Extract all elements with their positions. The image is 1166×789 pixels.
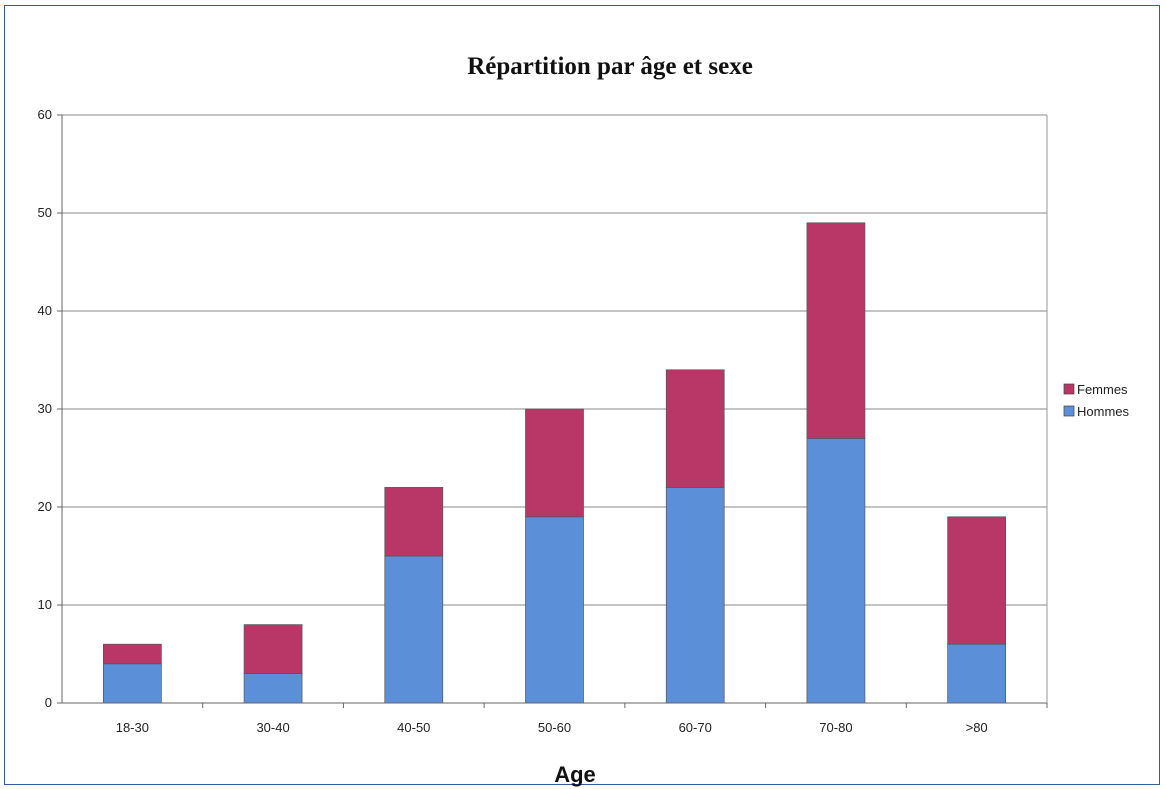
bar-hommes: [665, 487, 725, 704]
x-tick-label: 30-40: [256, 720, 289, 735]
x-tick-label: 60-70: [679, 720, 712, 735]
gridlines: [62, 114, 1047, 606]
y-tick-label: 40: [38, 303, 52, 318]
x-tick-label: 50-60: [538, 720, 571, 735]
bar-hommes: [103, 663, 162, 704]
y-tick-label: 0: [45, 695, 52, 710]
bar-femmes: [243, 624, 303, 674]
x-tick-label: 18-30: [116, 720, 149, 735]
bars: [103, 222, 1006, 704]
legend-swatch-hommes: [1063, 405, 1075, 417]
bar-femmes: [806, 222, 866, 439]
legend-label-femmes: Femmes: [1077, 382, 1128, 397]
y-tick-label: 20: [38, 499, 52, 514]
bar-hommes: [947, 643, 1006, 704]
legend: Femmes Hommes: [1060, 378, 1150, 430]
legend-swatch-femmes: [1063, 383, 1075, 395]
bar-hommes: [384, 555, 444, 704]
bar-femmes: [103, 643, 162, 665]
bar-femmes: [525, 408, 584, 518]
bar-hommes: [525, 516, 584, 704]
y-tick-labels: 0 10 20 30 40 50 60: [38, 107, 52, 710]
x-tick-label: 40-50: [397, 720, 430, 735]
chart-title: Répartition par âge et sexe: [467, 53, 753, 80]
bar-femmes: [384, 487, 444, 557]
bar-femmes: [947, 516, 1006, 645]
bar-hommes: [243, 673, 303, 704]
y-tick-label: 10: [38, 597, 52, 612]
x-tick-label: 70-80: [819, 720, 852, 735]
x-axis-label: Age: [554, 762, 596, 787]
legend-label-hommes: Hommes: [1077, 404, 1130, 419]
y-tick-label: 30: [38, 401, 52, 416]
x-tick-label: >80: [966, 720, 988, 735]
y-tick-label: 50: [38, 205, 52, 220]
axes: [57, 114, 1048, 708]
x-tick-labels: 18-30 30-40 40-50 50-60 60-70 70-80 >80: [116, 720, 988, 735]
legend-box: [1060, 378, 1150, 430]
bar-femmes: [665, 369, 725, 488]
y-tick-label: 60: [38, 107, 52, 122]
bar-hommes: [806, 438, 866, 704]
